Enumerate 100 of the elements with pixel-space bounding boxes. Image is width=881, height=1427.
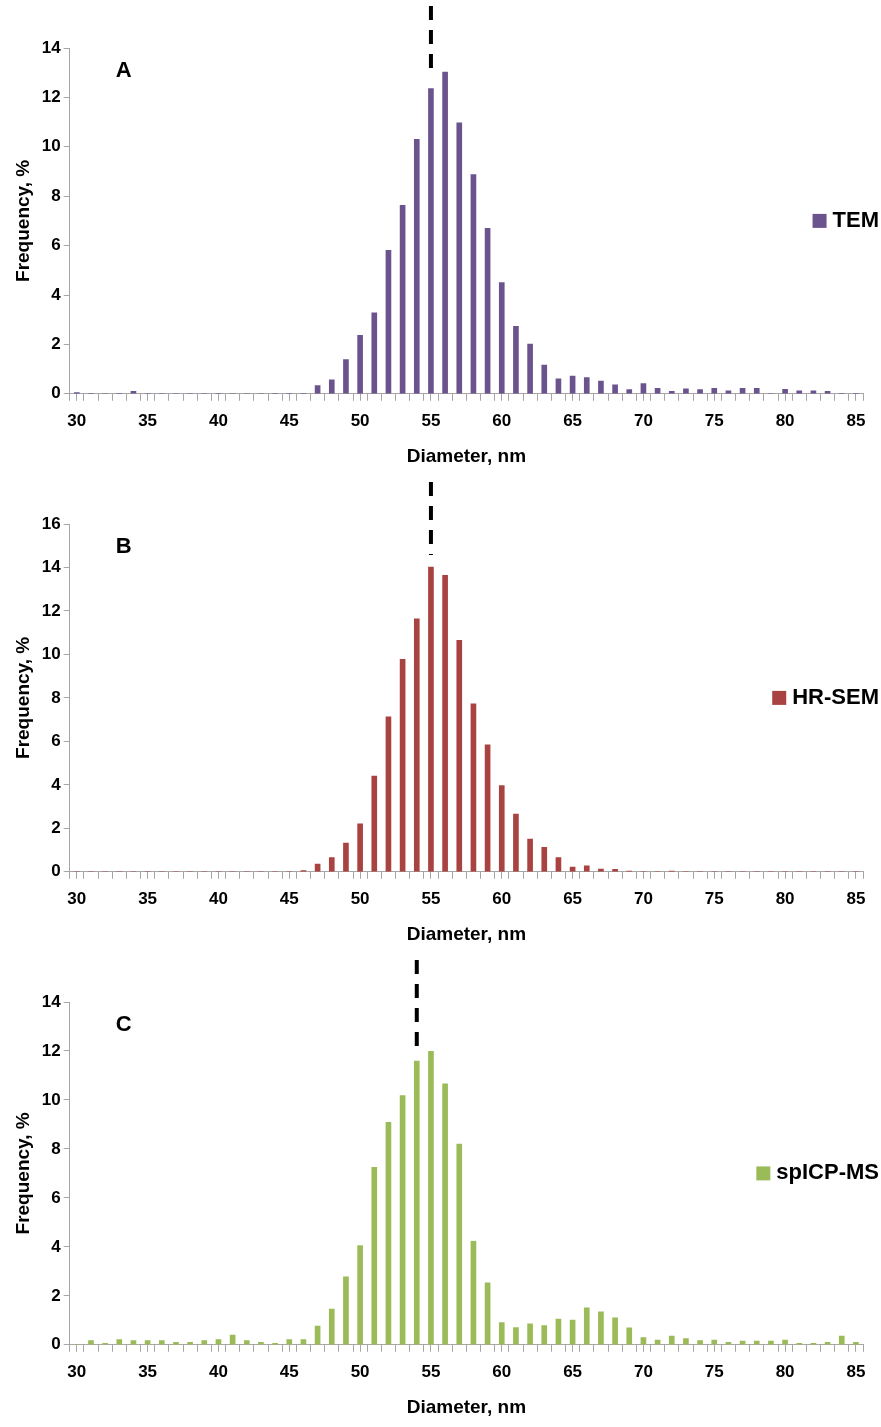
y-tick-label: 8 xyxy=(51,687,61,707)
x-tick-label: 65 xyxy=(563,888,583,908)
y-axis-title: Frequency, % xyxy=(11,636,33,759)
x-tick-label: 70 xyxy=(633,888,653,908)
y-tick-label: 2 xyxy=(51,334,61,354)
bar xyxy=(116,1339,123,1345)
annotation: A xyxy=(115,57,132,83)
bar xyxy=(527,343,533,394)
y-tick-label: 14 xyxy=(41,991,62,1011)
x-tick-label: 70 xyxy=(633,410,653,430)
x-tick-label: 50 xyxy=(350,410,370,430)
bar xyxy=(201,1340,208,1345)
bar xyxy=(541,364,548,394)
y-tick-label: 4 xyxy=(51,774,62,794)
bar xyxy=(158,1340,165,1345)
bar xyxy=(371,775,378,872)
y-tick-label: 0 xyxy=(51,861,61,881)
x-tick-label: 80 xyxy=(775,410,795,430)
bar xyxy=(598,1311,604,1345)
y-tick-label: 2 xyxy=(51,1285,61,1305)
bar xyxy=(527,1323,533,1345)
bar xyxy=(413,618,420,872)
y-tick-label: 12 xyxy=(41,1040,61,1060)
x-tick-label: 80 xyxy=(775,888,795,908)
bar xyxy=(456,1143,463,1345)
bar xyxy=(513,813,519,872)
bar xyxy=(541,1325,548,1345)
annotation: C xyxy=(115,1011,132,1037)
bar xyxy=(357,334,363,394)
bar xyxy=(456,639,463,872)
x-tick-label: 40 xyxy=(208,410,228,430)
y-tick-label: 4 xyxy=(51,1236,62,1256)
y-axis-title: Frequency, % xyxy=(11,1112,33,1235)
x-tick-label: 45 xyxy=(279,888,299,908)
x-tick-label: 55 xyxy=(421,410,441,430)
bar xyxy=(243,1340,250,1345)
bar xyxy=(357,1245,363,1345)
bar xyxy=(498,282,505,394)
x-tick-label: 55 xyxy=(421,888,441,908)
y-tick-label: 14 xyxy=(41,557,62,577)
x-tick-label: 80 xyxy=(775,1361,795,1381)
bar xyxy=(513,326,519,394)
bar xyxy=(838,1335,845,1345)
x-tick-label: 85 xyxy=(846,410,866,430)
bar xyxy=(343,359,349,394)
bar xyxy=(498,1322,505,1345)
bar xyxy=(442,71,448,394)
x-tick-label: 40 xyxy=(208,888,228,908)
bar xyxy=(612,1317,618,1345)
y-tick-label: 12 xyxy=(41,600,61,620)
y-tick-label: 12 xyxy=(41,87,61,107)
x-tick-label: 45 xyxy=(279,410,299,430)
bar xyxy=(626,389,633,394)
bar xyxy=(413,139,420,394)
y-tick-label: 2 xyxy=(51,818,61,838)
x-tick-label: 35 xyxy=(138,888,158,908)
bar xyxy=(626,1327,633,1345)
bar xyxy=(498,785,505,872)
x-tick-label: 30 xyxy=(67,1361,87,1381)
bar xyxy=(782,389,788,394)
legend-label: spICP-MS xyxy=(776,1159,879,1185)
bar xyxy=(527,838,533,872)
bar xyxy=(413,1060,420,1345)
annotation: B xyxy=(115,533,132,559)
y-tick-label: 8 xyxy=(51,1138,61,1158)
x-tick-label: 70 xyxy=(633,1361,653,1381)
y-axis-title: Frequency, % xyxy=(11,159,33,282)
x-tick-label: 65 xyxy=(563,1361,583,1381)
y-tick-label: 14 xyxy=(41,37,62,57)
bar xyxy=(612,384,618,394)
x-tick-label: 35 xyxy=(138,410,158,430)
y-tick-label: 4 xyxy=(51,284,62,304)
x-tick-label: 30 xyxy=(67,410,87,430)
bar xyxy=(428,1050,434,1345)
x-tick-label: 60 xyxy=(492,1361,512,1381)
bar xyxy=(371,1166,378,1345)
legend-label: TEM xyxy=(832,206,879,232)
x-tick-label: 75 xyxy=(704,410,724,430)
bar xyxy=(583,377,590,394)
x-axis-title: Diameter, nm xyxy=(406,922,527,944)
legend-label: HR-SEM xyxy=(792,683,879,709)
y-tick-label: 8 xyxy=(51,185,61,205)
bar xyxy=(328,857,335,872)
bar xyxy=(683,1338,689,1345)
bar xyxy=(357,823,363,872)
x-tick-label: 85 xyxy=(846,888,866,908)
y-tick-label: 6 xyxy=(51,731,61,751)
x-axis-title: Diameter, nm xyxy=(406,1395,527,1417)
bar xyxy=(286,1339,293,1345)
x-tick-label: 30 xyxy=(67,888,87,908)
bar xyxy=(697,389,703,394)
y-tick-label: 16 xyxy=(41,513,61,533)
bar xyxy=(428,566,434,872)
y-tick-label: 10 xyxy=(41,644,61,664)
x-tick-label: 60 xyxy=(492,888,512,908)
x-tick-label: 50 xyxy=(350,888,370,908)
x-tick-label: 50 xyxy=(350,1361,370,1381)
x-axis-title: Diameter, nm xyxy=(406,444,527,466)
y-tick-label: 10 xyxy=(41,1089,61,1109)
y-tick-label: 6 xyxy=(51,1187,61,1207)
